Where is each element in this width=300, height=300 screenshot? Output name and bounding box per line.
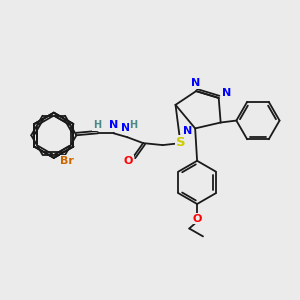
Text: H: H (93, 121, 101, 130)
Text: N: N (109, 121, 118, 130)
Text: S: S (176, 136, 185, 148)
Text: Br: Br (60, 156, 74, 166)
Text: N: N (190, 78, 200, 88)
Text: O: O (124, 156, 133, 166)
Text: O: O (192, 214, 202, 224)
Text: H: H (129, 121, 137, 130)
Text: N: N (222, 88, 231, 98)
Text: N: N (121, 123, 130, 134)
Text: N: N (183, 126, 192, 136)
